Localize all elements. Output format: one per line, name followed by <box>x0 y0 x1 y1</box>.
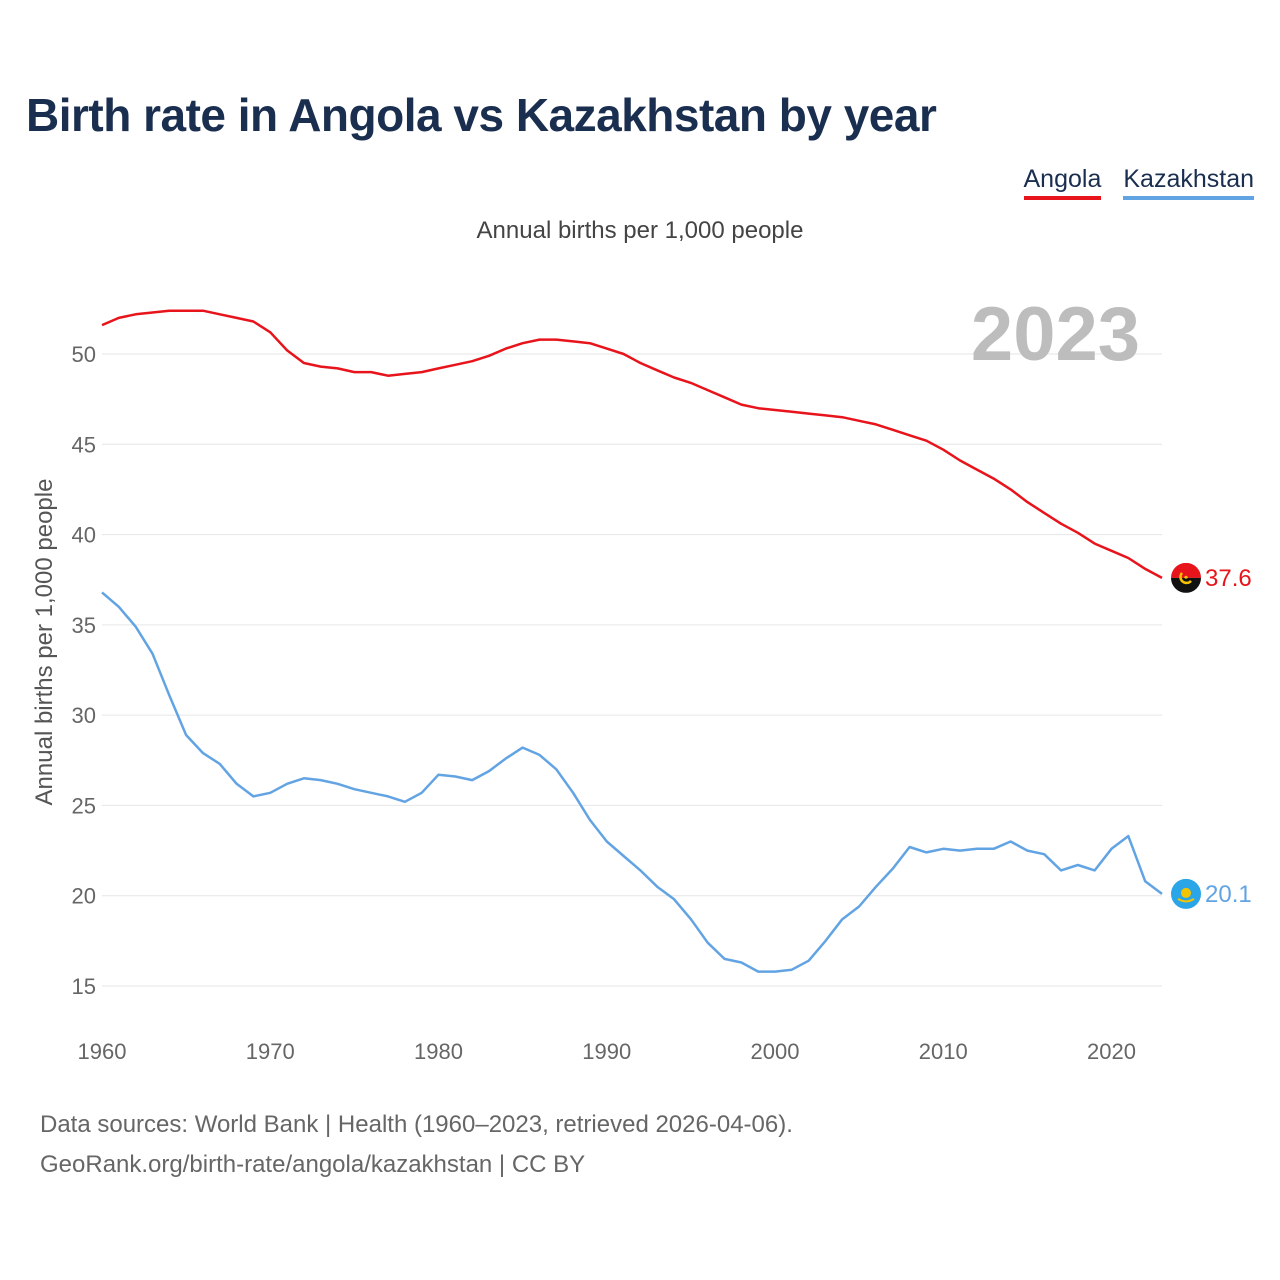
legend-item-angola[interactable]: Angola <box>1023 165 1102 200</box>
data-source-note: Data sources: World Bank | Health (1960–… <box>40 1111 793 1138</box>
y-tick-label: 20 <box>72 884 96 909</box>
kazakhstan-flag-icon <box>1171 878 1201 909</box>
y-tick-label: 50 <box>72 342 96 367</box>
x-tick-label: 2020 <box>1087 1039 1136 1064</box>
y-tick-label: 40 <box>72 523 96 548</box>
legend: Angola Kazakhstan <box>1023 165 1254 200</box>
x-tick-label: 2010 <box>919 1039 968 1064</box>
y-axis-ticks: 15 20 25 30 35 40 45 50 <box>72 342 96 999</box>
x-tick-label: 1960 <box>78 1039 127 1064</box>
current-year-label: 2023 <box>971 292 1140 377</box>
y-axis-label: Annual births per 1,000 people <box>31 479 58 806</box>
x-tick-label: 1980 <box>414 1039 463 1064</box>
x-axis-ticks: 1960 1970 1980 1990 2000 2010 2020 <box>78 1039 1136 1064</box>
gridlines <box>102 353 1162 987</box>
y-tick-label: 35 <box>72 613 96 638</box>
source-link[interactable]: GeoRank.org/birth-rate/angola/kazakhstan… <box>40 1151 586 1178</box>
series-lines <box>101 309 1163 973</box>
kazakhstan-end-value: 20.1 <box>1205 881 1252 908</box>
y-tick-label: 25 <box>72 793 96 818</box>
y-tick-label: 45 <box>72 432 96 457</box>
y-tick-label: 15 <box>72 974 96 999</box>
legend-item-kazakhstan[interactable]: Kazakhstan <box>1123 165 1254 200</box>
footer: Data sources: World Bank | Health (1960–… <box>40 1105 793 1185</box>
end-markers <box>1171 562 1201 909</box>
x-tick-label: 2000 <box>751 1039 800 1064</box>
series-line-kazakhstan[interactable] <box>101 591 1163 973</box>
angola-end-value: 37.6 <box>1205 565 1252 592</box>
x-tick-label: 1970 <box>246 1039 295 1064</box>
chart-subtitle: Annual births per 1,000 people <box>476 217 804 244</box>
angola-flag-icon <box>1171 562 1201 593</box>
y-tick-label: 30 <box>72 703 96 728</box>
page-title: Birth rate in Angola vs Kazakhstan by ye… <box>26 89 937 141</box>
x-tick-label: 1990 <box>582 1039 631 1064</box>
series-line-angola[interactable] <box>101 309 1163 580</box>
